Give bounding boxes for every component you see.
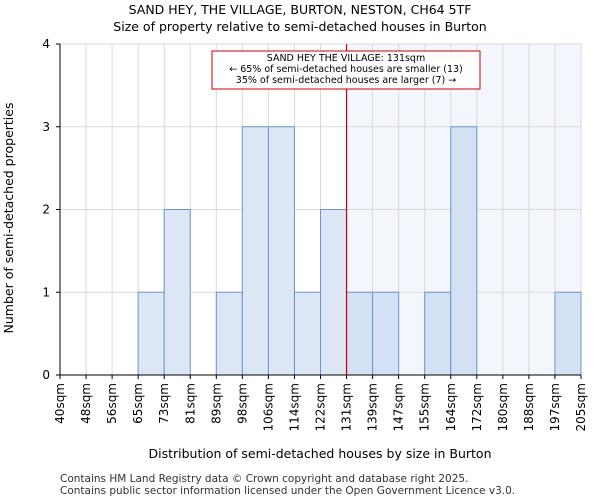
x-tick-label: 98sqm: [235, 383, 249, 424]
histogram-bar: [293, 291, 322, 376]
x-tick-label: 197sqm: [548, 383, 562, 431]
annotation-line-2: ← 65% of semi-detached houses are smalle…: [229, 64, 463, 75]
y-tick-label: 3: [42, 120, 50, 134]
histogram-bar: [267, 126, 295, 376]
x-tick-label: 188sqm: [522, 383, 536, 431]
x-tick-label: 131sqm: [340, 383, 354, 431]
histogram-bar: [346, 291, 374, 376]
histogram-bar: [137, 291, 165, 376]
x-tick-label: 65sqm: [131, 383, 145, 424]
x-tick-label: 172sqm: [470, 383, 484, 431]
chart-title: SAND HEY, THE VILLAGE, BURTON, NESTON, C…: [128, 2, 472, 17]
histogram-bar: [320, 209, 348, 376]
x-tick-label: 122sqm: [314, 383, 328, 431]
annotation-line-3: 35% of semi-detached houses are larger (…: [236, 75, 456, 86]
annotation-box: [211, 50, 481, 90]
chart-subtitle: Size of property relative to semi-detach…: [113, 19, 487, 34]
x-axis-label: Distribution of semi-detached houses by …: [148, 446, 491, 461]
histogram-bar: [163, 209, 191, 376]
x-tick-label: 180sqm: [496, 383, 510, 431]
y-axis-label: Number of semi-detached properties: [1, 103, 16, 334]
histogram-bar: [450, 126, 478, 376]
histogram-bar: [241, 126, 269, 376]
footer-line-1: Contains HM Land Registry data © Crown c…: [60, 473, 469, 485]
y-tick-label: 1: [42, 285, 50, 299]
histogram-bar: [372, 291, 400, 376]
annotation-line-1: SAND HEY THE VILLAGE: 131sqm: [267, 53, 425, 64]
property-annotation: SAND HEY THE VILLAGE: 131sqm ← 65% of se…: [211, 50, 481, 90]
x-tick-label: 81sqm: [183, 383, 197, 424]
x-tick-label: 40sqm: [53, 383, 67, 424]
histogram-bar: [215, 291, 243, 376]
histogram-bar: [424, 291, 452, 376]
x-tick-label: 106sqm: [261, 383, 275, 431]
x-tick-label: 114sqm: [287, 383, 301, 431]
x-tick-label: 73sqm: [157, 383, 171, 424]
x-tick-label: 89sqm: [209, 383, 223, 424]
x-tick-label: 48sqm: [79, 383, 93, 424]
x-tick-label: 164sqm: [444, 383, 458, 431]
x-tick-label: 147sqm: [392, 383, 406, 431]
y-tick-label: 0: [42, 368, 50, 382]
x-tick-label: 155sqm: [418, 383, 432, 431]
y-tick-label: 2: [42, 203, 50, 217]
x-tick-label: 139sqm: [366, 383, 380, 431]
y-tick-label: 4: [42, 37, 50, 51]
x-tick-label: 56sqm: [105, 383, 119, 424]
footer-line-2: Contains public sector information licen…: [60, 485, 516, 497]
histogram-bar: [554, 291, 582, 376]
x-tick-label: 205sqm: [574, 383, 588, 431]
